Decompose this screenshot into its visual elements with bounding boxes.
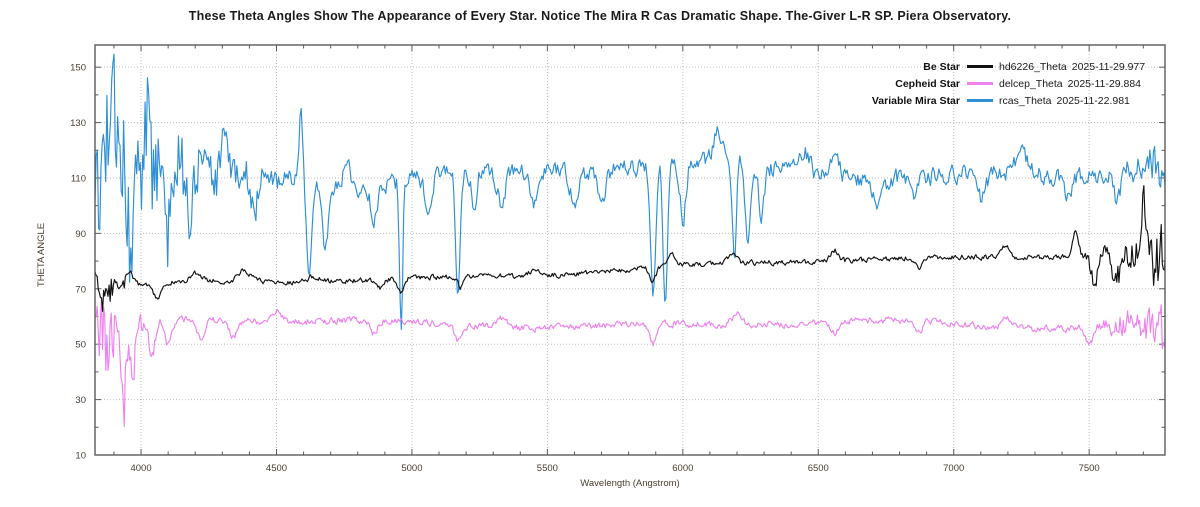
y-tick-label: 50 (75, 340, 86, 351)
y-tick-label: 30 (75, 395, 86, 406)
x-tick-label: 4500 (266, 463, 287, 474)
series-line-rcas (95, 53, 1165, 331)
legend-category: Be Star (923, 60, 960, 73)
x-tick-label: 5000 (401, 463, 422, 474)
x-tick-label: 7500 (1079, 463, 1100, 474)
x-axis-label: Wavelength (Angstrom) (580, 478, 679, 489)
series-line-delcep (95, 297, 1165, 427)
legend-color-swatch (967, 82, 993, 85)
plot-frame (94, 44, 1166, 456)
legend-category: Variable Mira Star (871, 94, 960, 107)
chart-legend: Be Star hd6226_Theta 2025-11-29.977 Ceph… (838, 58, 1188, 109)
tick-labels: 4000 4500 5000 5500 6000 6500 7000 7500 10 30 50 70… (70, 63, 1100, 474)
y-tick-label: 70 (75, 284, 86, 295)
y-tick-label: 130 (70, 118, 86, 129)
legend-series-date: 2025-11-22.981 (1056, 94, 1130, 107)
legend-color-swatch (967, 99, 993, 102)
legend-series-date: 2025-11-29.884 (1067, 77, 1142, 90)
legend-item[interactable]: Be Star hd6226_Theta 2025-11-29.977 (838, 58, 1188, 75)
y-axis-label: THETA ANGLE (36, 223, 47, 287)
y-tick-label: 150 (70, 63, 86, 74)
y-tick-label: 10 (75, 451, 86, 462)
x-tick-label: 5500 (537, 463, 558, 474)
legend-item[interactable]: Cepheid Star delcep_Theta 2025-11-29.884 (838, 75, 1188, 92)
x-tick-label: 4000 (130, 463, 151, 474)
x-tick-label: 7000 (943, 463, 964, 474)
data-series-layer (95, 53, 1165, 427)
legend-series-name: delcep_Theta (999, 77, 1063, 90)
series-line-hd6226 (95, 185, 1165, 312)
x-tick-label: 6000 (672, 463, 693, 474)
legend-series-name: rcas_Theta (999, 94, 1052, 107)
legend-item[interactable]: Variable Mira Star rcas_Theta 2025-11-22… (838, 92, 1188, 109)
legend-series-name: hd6226_Theta (999, 60, 1067, 73)
y-tick-label: 110 (71, 173, 86, 184)
legend-series-date: 2025-11-29.977 (1071, 60, 1146, 73)
legend-color-swatch (967, 65, 993, 68)
legend-category: Cepheid Star (895, 77, 960, 90)
page-title: These Theta Angles Show The Appearance o… (188, 9, 1012, 23)
x-tick-label: 6500 (808, 463, 829, 474)
y-tick-label: 90 (75, 229, 86, 240)
